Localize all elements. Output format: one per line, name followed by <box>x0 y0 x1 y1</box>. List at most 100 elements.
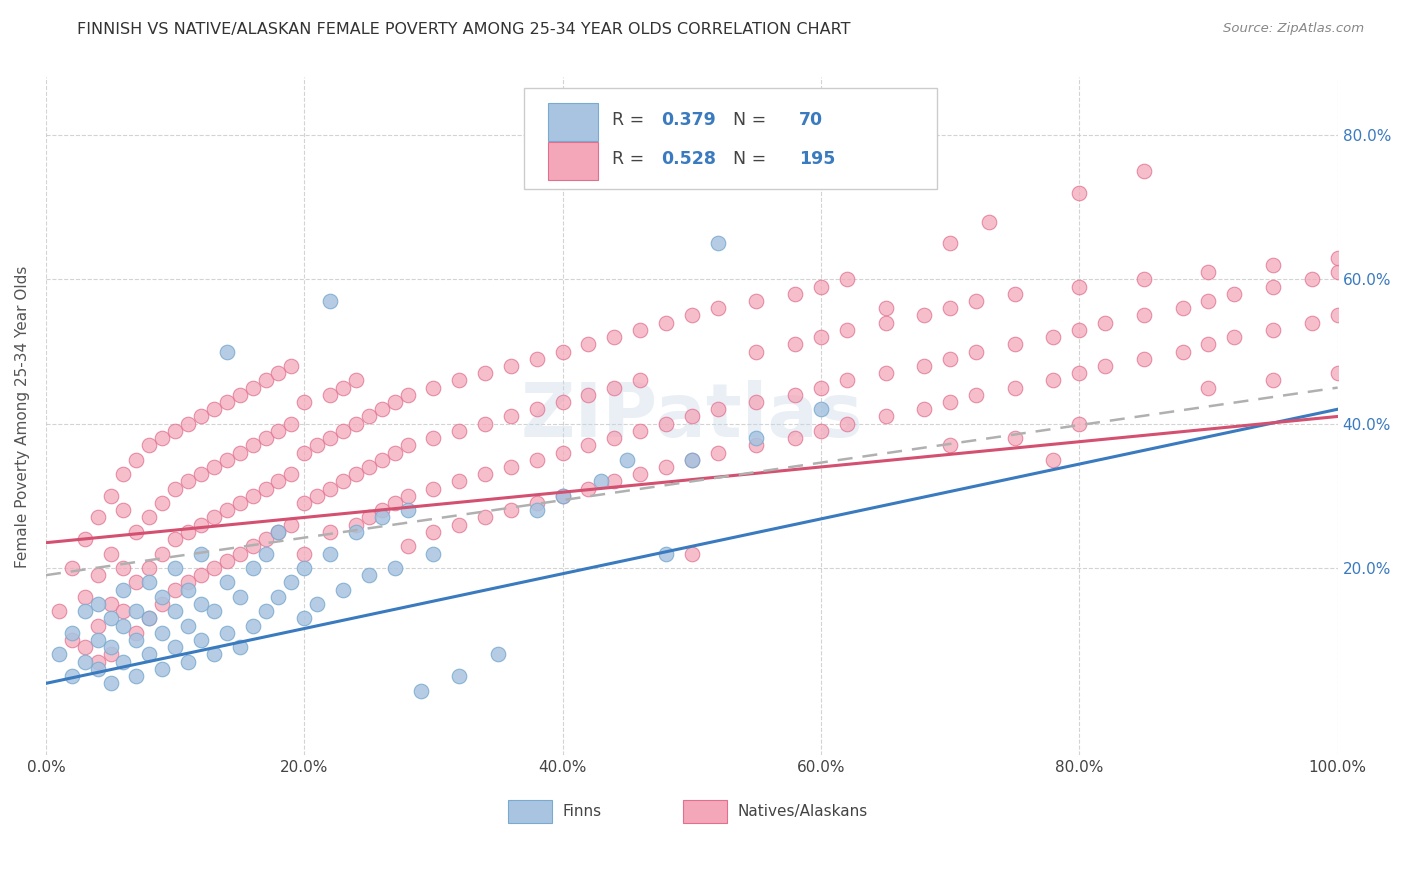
Point <box>280 517 302 532</box>
Point <box>307 438 329 452</box>
Point <box>319 482 342 496</box>
Point <box>810 424 832 438</box>
Point <box>150 496 173 510</box>
Point <box>810 381 832 395</box>
Point <box>1069 186 1091 200</box>
Point <box>396 388 419 402</box>
Point <box>422 524 444 539</box>
Point <box>125 669 148 683</box>
Point <box>449 475 471 489</box>
Point <box>112 561 135 575</box>
Point <box>215 452 238 467</box>
Point <box>681 309 703 323</box>
Point <box>73 655 96 669</box>
Point <box>551 344 574 359</box>
Point <box>875 366 897 380</box>
Point <box>474 366 496 380</box>
Point <box>912 309 935 323</box>
Text: N =: N = <box>721 112 772 129</box>
Point <box>785 286 807 301</box>
Point <box>384 445 406 459</box>
Point <box>319 388 342 402</box>
Point <box>150 590 173 604</box>
Point <box>150 597 173 611</box>
Point <box>628 424 651 438</box>
Point <box>449 373 471 387</box>
Point <box>1326 309 1348 323</box>
Point <box>706 301 728 316</box>
Point <box>280 417 302 431</box>
Point <box>86 618 108 632</box>
Point <box>681 452 703 467</box>
Point <box>165 482 187 496</box>
Point <box>810 330 832 344</box>
Point <box>875 316 897 330</box>
Point <box>215 575 238 590</box>
FancyBboxPatch shape <box>524 87 938 189</box>
Point <box>190 633 212 648</box>
Point <box>319 524 342 539</box>
Point <box>215 344 238 359</box>
Point <box>215 554 238 568</box>
Point <box>73 532 96 546</box>
Point <box>138 611 160 625</box>
Point <box>1198 265 1220 279</box>
Point <box>977 215 1000 229</box>
Point <box>499 459 522 474</box>
Point <box>474 510 496 524</box>
Point <box>1133 272 1156 286</box>
Point <box>190 467 212 482</box>
Point <box>603 475 626 489</box>
Point <box>60 625 83 640</box>
Point <box>628 467 651 482</box>
Point <box>1261 258 1284 272</box>
Point <box>112 503 135 517</box>
Point <box>280 359 302 373</box>
Point <box>1042 330 1064 344</box>
Point <box>177 475 200 489</box>
Point <box>292 445 315 459</box>
Point <box>112 655 135 669</box>
Text: R =: R = <box>612 150 650 168</box>
Point <box>190 409 212 424</box>
Point <box>1326 366 1348 380</box>
Point <box>1198 293 1220 308</box>
Point <box>912 402 935 417</box>
Point <box>526 402 548 417</box>
Point <box>60 669 83 683</box>
Point <box>706 236 728 251</box>
Point <box>1004 431 1026 445</box>
Point <box>242 561 264 575</box>
Point <box>150 625 173 640</box>
Point <box>292 611 315 625</box>
Point <box>344 373 367 387</box>
Point <box>551 489 574 503</box>
Point <box>409 683 432 698</box>
Point <box>551 489 574 503</box>
Point <box>86 633 108 648</box>
Point <box>100 611 122 625</box>
Text: Natives/Alaskans: Natives/Alaskans <box>737 804 868 819</box>
Point <box>177 417 200 431</box>
Point <box>86 655 108 669</box>
Point <box>165 604 187 618</box>
Point <box>1094 359 1116 373</box>
Point <box>616 452 638 467</box>
Point <box>150 662 173 676</box>
Point <box>267 366 290 380</box>
Point <box>745 431 768 445</box>
Point <box>1094 316 1116 330</box>
Point <box>681 409 703 424</box>
Point <box>835 272 858 286</box>
Point <box>526 503 548 517</box>
Point <box>344 517 367 532</box>
Point <box>344 467 367 482</box>
Point <box>1069 279 1091 293</box>
Point <box>125 575 148 590</box>
Point <box>578 482 600 496</box>
Point <box>307 597 329 611</box>
Point <box>267 524 290 539</box>
Point <box>138 611 160 625</box>
Point <box>603 381 626 395</box>
Point <box>125 524 148 539</box>
